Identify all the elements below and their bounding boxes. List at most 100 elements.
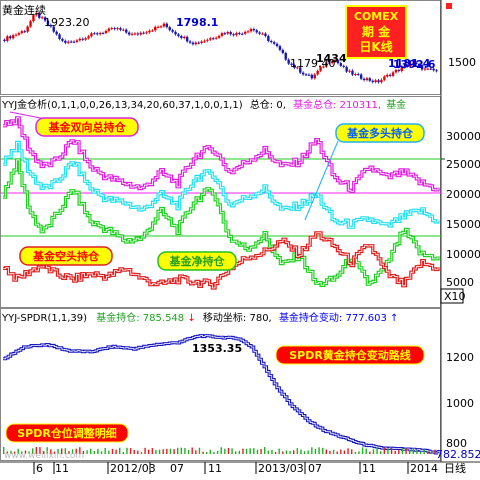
change-bar <box>303 451 306 454</box>
candle-body <box>180 36 183 39</box>
candle-body <box>110 28 113 30</box>
candle-body <box>84 38 87 40</box>
candle-body <box>93 33 96 35</box>
candle-body <box>154 26 157 31</box>
change-bar <box>133 449 135 454</box>
candle-body <box>125 29 128 33</box>
candle-body <box>293 64 296 68</box>
change-bar <box>24 450 27 454</box>
change-bar <box>405 448 407 454</box>
candle-body <box>406 65 409 67</box>
change-bar <box>184 447 186 454</box>
candle-body <box>377 80 380 83</box>
high-label-1: 1923.20 <box>44 16 90 29</box>
candle-body <box>200 41 203 43</box>
change-bar <box>17 448 19 454</box>
change-bar <box>191 447 193 454</box>
change-bar <box>42 451 45 454</box>
change-bar <box>314 448 317 454</box>
panel3-title-up: ↑ <box>390 313 398 324</box>
change-bar <box>144 447 146 454</box>
candle-body <box>212 38 215 40</box>
change-bar <box>151 448 154 454</box>
change-bar <box>6 451 9 454</box>
fund-short-line-core <box>3 232 439 289</box>
candle-body <box>69 41 73 43</box>
candle-body <box>14 34 18 36</box>
change-bar <box>13 451 16 454</box>
change-bar <box>249 448 251 454</box>
x10-box[interactable] <box>440 288 464 304</box>
candle-body <box>185 36 189 42</box>
candle-body <box>119 28 122 30</box>
candle-body <box>217 35 221 38</box>
change-bar <box>401 448 404 454</box>
candle-body <box>122 29 125 31</box>
change-bar <box>271 449 273 454</box>
change-bar <box>383 447 386 454</box>
candle-body <box>136 33 140 35</box>
candle-body <box>328 62 331 64</box>
change-bar <box>311 447 313 454</box>
panel2-title-prefix: YYJ金仓析(0,1,1,0,0,26,13,34,20,60,37,1,0,0… <box>1 98 243 111</box>
candle-body <box>325 62 328 67</box>
change-bar <box>245 448 248 454</box>
candle-body <box>32 15 35 22</box>
candle-body <box>133 33 137 35</box>
change-bar <box>166 448 168 454</box>
candle-body <box>29 21 32 27</box>
candle-body <box>429 68 432 70</box>
candle-body <box>371 80 374 83</box>
change-bar <box>336 451 338 454</box>
change-bar <box>220 447 222 454</box>
high-label-2: 1798.1 <box>176 16 218 29</box>
callout-net: 基金净持仓 <box>157 251 237 271</box>
change-bar <box>434 449 436 454</box>
candle-body <box>403 65 406 68</box>
comex-badge: COMEX 期 金 日K线 <box>345 5 407 59</box>
candle-body <box>290 63 293 65</box>
change-bar <box>46 447 48 454</box>
badge-line-2: 期 金 <box>362 24 391 39</box>
candle-body <box>151 30 154 32</box>
candle-body <box>284 52 287 60</box>
candle-body <box>183 36 186 39</box>
candle-body <box>330 61 334 64</box>
candle-body <box>261 33 264 35</box>
change-bar <box>53 451 56 454</box>
candle-body <box>420 65 424 70</box>
candle-body <box>159 26 163 28</box>
change-bar <box>68 451 70 454</box>
spdr-peak-label: 1353.35 <box>192 342 242 355</box>
candle-body <box>333 60 337 62</box>
fund-total-line-core <box>3 117 439 192</box>
candle-body <box>397 70 401 72</box>
change-bar <box>409 450 411 454</box>
change-bar <box>398 449 400 454</box>
callout-total-label: 基金双向总持仓 <box>48 120 127 134</box>
candle-body <box>61 38 64 41</box>
p2-axis-10000: 10000 <box>446 248 480 261</box>
x-label-07b: 07 <box>308 462 322 475</box>
spdr-last-label: 782.852 <box>436 448 480 461</box>
change-bar <box>296 448 299 454</box>
change-bar <box>82 451 85 454</box>
change-bar <box>390 447 393 454</box>
candle-body <box>55 31 58 35</box>
candle-body <box>386 74 389 77</box>
panel2-title: YYJ金仓析(0,1,1,0,0,26,13,34,20,60,37,1,0,0… <box>1 98 406 111</box>
change-bar <box>195 450 197 454</box>
candle-body <box>345 66 348 72</box>
corner-marker <box>446 3 452 9</box>
candle-body <box>339 63 343 66</box>
candle-body <box>310 74 314 79</box>
change-bar <box>369 451 371 454</box>
candle-body <box>272 42 276 44</box>
candle-body <box>374 80 377 83</box>
change-bar <box>227 447 230 454</box>
candle-body <box>214 37 218 39</box>
candle-body <box>96 33 99 35</box>
p2-axis-5000: 5000 <box>446 276 474 289</box>
change-bar <box>289 451 291 454</box>
